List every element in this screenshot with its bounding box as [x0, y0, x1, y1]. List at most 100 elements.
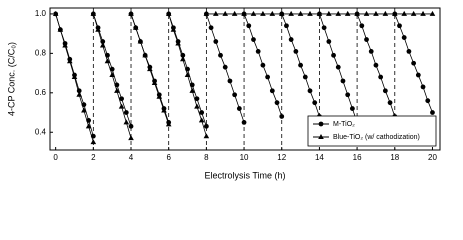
marker-circle	[321, 25, 327, 31]
marker-triangle	[76, 91, 83, 97]
marker-triangle	[429, 10, 436, 16]
marker-triangle	[203, 10, 210, 16]
marker-circle	[119, 96, 124, 102]
marker-circle	[288, 37, 294, 42]
marker-circle	[213, 39, 219, 44]
plot-frame	[49, 7, 441, 151]
legend-label: Blue-TiO₂ (w/ cathodization)	[333, 134, 420, 141]
x-tick-label: 16	[353, 153, 362, 162]
marker-circle	[302, 74, 308, 80]
marker-triangle	[118, 103, 125, 109]
marker-triangle	[66, 58, 73, 64]
marker-circle	[241, 119, 247, 125]
y-tick-label: 0.8	[35, 48, 47, 57]
marker-circle	[128, 123, 134, 129]
marker-circle	[420, 84, 426, 90]
marker-circle	[406, 48, 412, 54]
marker-circle	[387, 100, 393, 106]
marker-triangle	[57, 26, 64, 32]
marker-circle	[411, 60, 417, 66]
marker-circle	[260, 62, 266, 68]
marker-triangle	[52, 10, 59, 16]
marker-triangle	[99, 42, 106, 48]
x-tick-label: 20	[428, 153, 437, 162]
x-tick-label: 10	[240, 153, 249, 162]
marker-circle	[312, 100, 318, 106]
marker-triangle	[194, 103, 200, 109]
marker-triangle	[335, 10, 342, 16]
marker-triangle	[344, 10, 351, 16]
marker-circle	[255, 48, 261, 54]
x-tick-label: 6	[166, 153, 171, 162]
marker-circle	[382, 88, 388, 94]
chart: Electrolysis Time (h) 4-CP Conc. (C/C₀) …	[6, 7, 441, 180]
marker-triangle	[132, 24, 139, 30]
marker-triangle	[128, 135, 134, 141]
marker-triangle	[85, 123, 92, 129]
marker-triangle	[170, 26, 177, 32]
marker-circle	[279, 114, 285, 119]
marker-circle	[232, 92, 238, 98]
marker-triangle	[128, 10, 134, 16]
marker-triangle	[165, 10, 172, 16]
y-tick-label: 1.0	[35, 9, 47, 18]
marker-triangle	[250, 10, 257, 16]
marker-triangle	[269, 10, 276, 16]
marker-triangle	[137, 38, 144, 44]
marker-circle	[430, 110, 435, 115]
x-tick-label: 2	[91, 153, 96, 162]
marker-circle	[397, 23, 402, 29]
x-axis-label: Electrolysis Time (h)	[204, 170, 285, 180]
marker-circle	[359, 23, 365, 29]
marker-triangle	[391, 10, 398, 16]
legend-label: M-TiO₂	[333, 121, 355, 128]
marker-triangle	[71, 74, 78, 80]
marker-triangle	[222, 10, 229, 16]
marker-triangle	[90, 10, 97, 16]
marker-circle	[208, 25, 214, 31]
marker-triangle	[147, 66, 153, 72]
marker-circle	[401, 35, 407, 40]
marker-triangle	[401, 10, 408, 16]
marker-triangle	[142, 52, 148, 58]
marker-circle	[227, 78, 233, 84]
marker-circle	[425, 98, 431, 104]
marker-triangle	[123, 119, 130, 125]
marker-circle	[340, 78, 346, 84]
marker-triangle	[316, 10, 323, 16]
marker-circle	[298, 62, 303, 68]
marker-triangle	[151, 79, 158, 85]
x-tick-label: 8	[204, 153, 209, 162]
marker-triangle	[410, 10, 417, 16]
marker-triangle	[104, 58, 111, 64]
marker-circle	[199, 110, 205, 115]
marker-circle	[274, 100, 280, 106]
marker-circle	[269, 88, 275, 94]
marker-circle	[203, 123, 209, 129]
marker-triangle	[278, 10, 285, 16]
marker-circle	[326, 39, 332, 44]
marker-triangle	[109, 72, 115, 78]
marker-circle	[345, 92, 351, 98]
marker-circle	[251, 37, 256, 42]
marker-circle	[236, 106, 242, 111]
marker-triangle	[156, 93, 163, 99]
marker-circle	[373, 62, 379, 68]
marker-circle	[246, 23, 252, 29]
marker-triangle	[231, 10, 238, 16]
marker-triangle	[203, 133, 210, 139]
marker-triangle	[326, 10, 332, 16]
marker-triangle	[420, 10, 426, 16]
y-tick-label: 0.6	[35, 88, 47, 97]
marker-triangle	[95, 26, 101, 32]
marker-triangle	[288, 10, 294, 16]
marker-circle	[331, 52, 336, 58]
marker-triangle	[180, 56, 186, 62]
marker-circle	[194, 96, 200, 102]
marker-circle	[368, 48, 374, 54]
marker-triangle	[212, 10, 219, 16]
marker-triangle	[354, 10, 360, 16]
x-tick-label: 4	[129, 153, 134, 162]
marker-circle	[307, 88, 313, 94]
marker-circle	[222, 64, 228, 70]
